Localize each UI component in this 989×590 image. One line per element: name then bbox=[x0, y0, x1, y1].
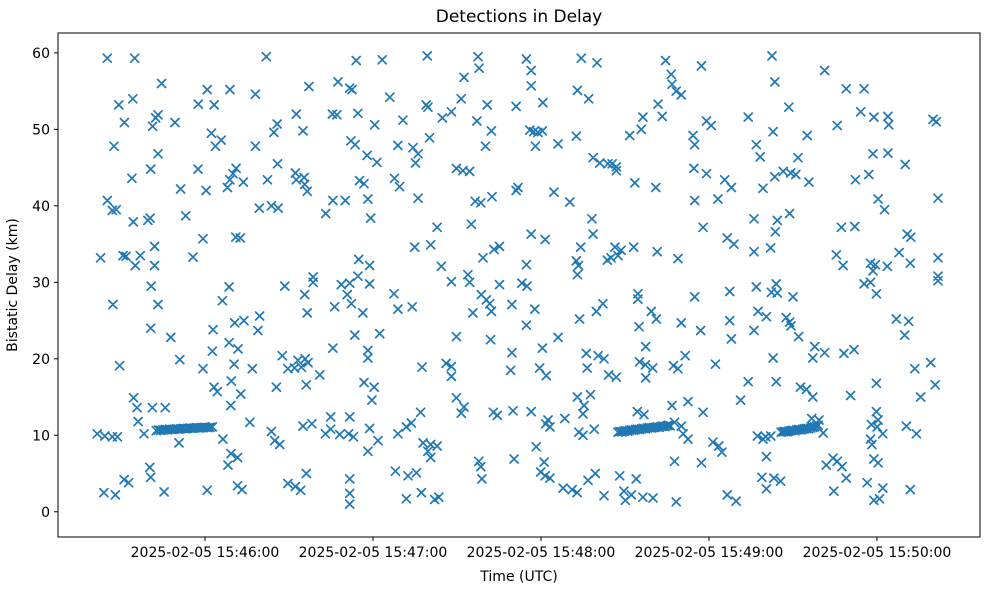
data-points-layer bbox=[92, 51, 943, 509]
x-tick-label: 2025-02-05 15:46:00 bbox=[131, 545, 280, 561]
x-tick-label: 2025-02-05 15:47:00 bbox=[299, 545, 448, 561]
data-point-markers bbox=[92, 51, 943, 509]
axes-spines bbox=[57, 32, 981, 538]
y-tick-label: 60 bbox=[32, 46, 50, 62]
y-tick-label: 20 bbox=[32, 352, 50, 368]
y-tick-label: 30 bbox=[32, 275, 50, 291]
y-tick-label: 10 bbox=[32, 428, 50, 444]
y-axis-label: Bistatic Delay (km) bbox=[5, 218, 21, 352]
y-tick-label: 0 bbox=[41, 505, 50, 521]
y-tick-label: 50 bbox=[32, 122, 50, 138]
chart-title: Detections in Delay bbox=[436, 7, 603, 27]
x-tick-label: 2025-02-05 15:50:00 bbox=[803, 545, 952, 561]
axes-layer: 2025-02-05 15:46:00 2025-02-05 15:47:00 20… bbox=[32, 32, 981, 561]
x-tick-label: 2025-02-05 15:48:00 bbox=[467, 545, 616, 561]
x-axis-label: Time (UTC) bbox=[479, 569, 557, 585]
y-tick-label: 40 bbox=[32, 199, 50, 215]
x-tick-label: 2025-02-05 15:49:00 bbox=[635, 545, 784, 561]
